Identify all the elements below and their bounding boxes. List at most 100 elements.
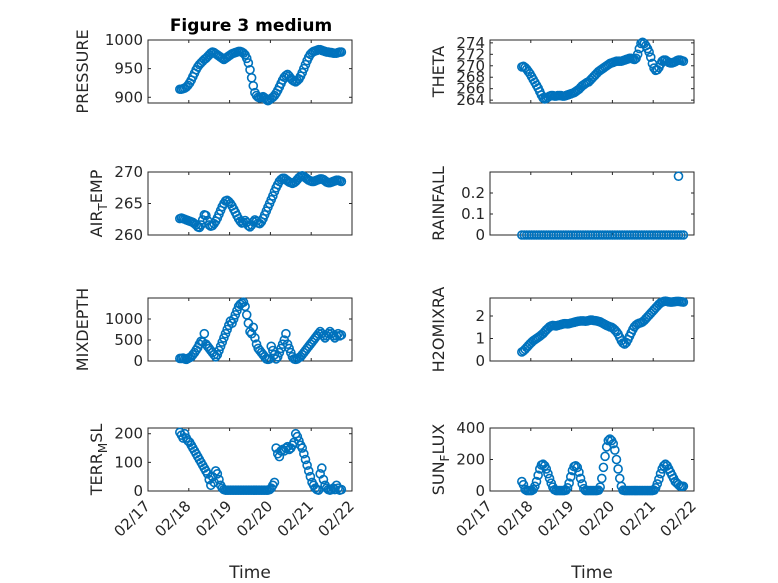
sun_flux-point (608, 438, 619, 449)
sun_flux-point (541, 464, 552, 474)
mixdepth-point (238, 297, 249, 308)
air_temp-point (201, 210, 211, 221)
mixdepth-point (227, 318, 237, 329)
air_temp-ytick-label: 270 (114, 163, 143, 181)
rainfall-ytick-label: 0.2 (461, 184, 485, 202)
pressure-ytick-label: 950 (114, 60, 143, 78)
terr_msl-ytick-label: 0 (133, 482, 143, 500)
h2omixra-axes-frame (489, 297, 695, 362)
sun_flux-ylabel-subscript: F (438, 454, 452, 461)
mixdepth-point (281, 328, 291, 339)
mixdepth-point (272, 351, 283, 362)
mixdepth-point (274, 347, 285, 358)
terr_msl-point (305, 471, 316, 482)
rainfall-ytick-label: 0.1 (461, 205, 485, 223)
air_temp-ytick-label: 260 (114, 226, 143, 244)
air_temp-ylabel: AIRTEMP (87, 169, 110, 237)
h2omixra-ylabel: H2OMIXRA (429, 287, 448, 373)
terr_msl-point (178, 433, 188, 443)
sun_flux-point (531, 476, 542, 487)
pressure-ytick-label: 900 (114, 88, 143, 106)
theta-ytick-label: 264 (456, 91, 485, 109)
h2omixra-ytick-label: 1 (475, 330, 485, 348)
terr_msl-point (212, 469, 223, 479)
theta-ytick-label: 266 (456, 80, 485, 98)
sun_flux-point (678, 481, 689, 492)
rainfall-ytick-label: 0 (475, 226, 485, 244)
terr_msl-ylabel-subscript: M (96, 443, 110, 453)
mixdepth-point (199, 328, 210, 339)
sun_flux-point (565, 472, 576, 482)
h2omixra-ytick-label: 0 (475, 352, 485, 370)
mixdepth-point (212, 349, 223, 360)
mixdepth-ytick-label: 1000 (105, 310, 143, 328)
subplot-pressure: 900 950 1000 PRESSURE (73, 29, 353, 114)
sun_flux-point (544, 473, 555, 484)
mixdepth-point (219, 333, 229, 343)
mixdepth-ytick-label: 0 (133, 352, 143, 370)
theta-ylabel: THETA (429, 46, 448, 98)
mixdepth-point (250, 333, 260, 343)
sun_flux-point (575, 473, 586, 484)
mixdepth-point (215, 341, 226, 352)
sun_flux-point (610, 445, 620, 455)
terr_msl-point (303, 466, 314, 476)
mixdepth-point (266, 341, 277, 352)
terr_msl-point (299, 448, 309, 459)
terr_msl-point (336, 484, 347, 495)
mixdepth-point (222, 324, 232, 335)
sun_flux-point (611, 454, 622, 465)
rainfall-point (673, 171, 684, 181)
theta-ytick-label: 272 (456, 45, 485, 63)
rainfall-point (678, 230, 689, 240)
theta-point (645, 52, 656, 62)
sun_flux-ylabel-main: SUN (429, 461, 448, 495)
sun_flux-ylabel-rest: LUX (429, 424, 448, 455)
theta-point (644, 47, 654, 57)
sun_flux-point (600, 451, 610, 462)
sun_flux-point (596, 473, 607, 484)
mixdepth-ytick-label: 500 (114, 331, 143, 349)
terr_msl-point (292, 431, 303, 442)
sun_flux-point (595, 482, 605, 492)
air_temp-ylabel-main: AIR (87, 211, 106, 238)
terr_msl-point (318, 474, 329, 485)
terr_msl-point (300, 454, 311, 465)
mixdepth-point (282, 339, 293, 350)
rainfall-axes-frame (489, 171, 695, 236)
sun_flux-ytick-label: 200 (456, 451, 485, 469)
terr_msl-ytick-label: 200 (114, 425, 143, 443)
h2omixra-point (678, 297, 689, 307)
sun_flux-point (564, 478, 574, 488)
sun_flux-ylabel: SUNFLUX (429, 424, 452, 496)
subplot-rainfall: 0 0.1 0.2 RAINFALL (429, 166, 695, 244)
terr_msl-ylabel-rest: SL (87, 424, 106, 443)
figure-title: Figure 3 medium (170, 16, 332, 36)
pressure-point (248, 81, 259, 91)
sun_flux-point (562, 483, 573, 493)
theta-ytick-label: 268 (456, 68, 485, 86)
mixdepth-point (217, 337, 228, 347)
sun_flux-ytick-label: 0 (475, 482, 485, 500)
terr_msl-point (297, 443, 308, 453)
air_temp-ylabel-subscript: T (96, 203, 110, 212)
pressure-ytick-label: 1000 (105, 31, 143, 49)
mixdepth-point (284, 343, 294, 354)
h2omixra-ytick-label: 2 (475, 307, 485, 325)
terr_msl-point (202, 469, 213, 479)
subplot-mixdepth: 0 500 1000 MIXDEPTH (73, 288, 353, 371)
mixdepth-point (230, 309, 241, 320)
sun_flux-xlabel: Time (570, 563, 613, 583)
sun_flux-point (543, 468, 553, 479)
theta-ytick-label: 270 (456, 57, 485, 75)
terr_msl-point (269, 477, 280, 488)
pressure-point (241, 53, 252, 64)
mixdepth-ylabel: MIXDEPTH (73, 288, 92, 371)
mixdepth-point (220, 328, 231, 339)
sun_flux-point (533, 470, 543, 481)
rainfall-ylabel: RAINFALL (429, 166, 448, 241)
sun_flux-point (530, 481, 540, 492)
